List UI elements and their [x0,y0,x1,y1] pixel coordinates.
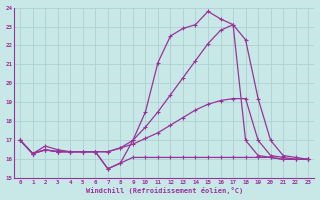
X-axis label: Windchill (Refroidissement éolien,°C): Windchill (Refroidissement éolien,°C) [85,187,243,194]
